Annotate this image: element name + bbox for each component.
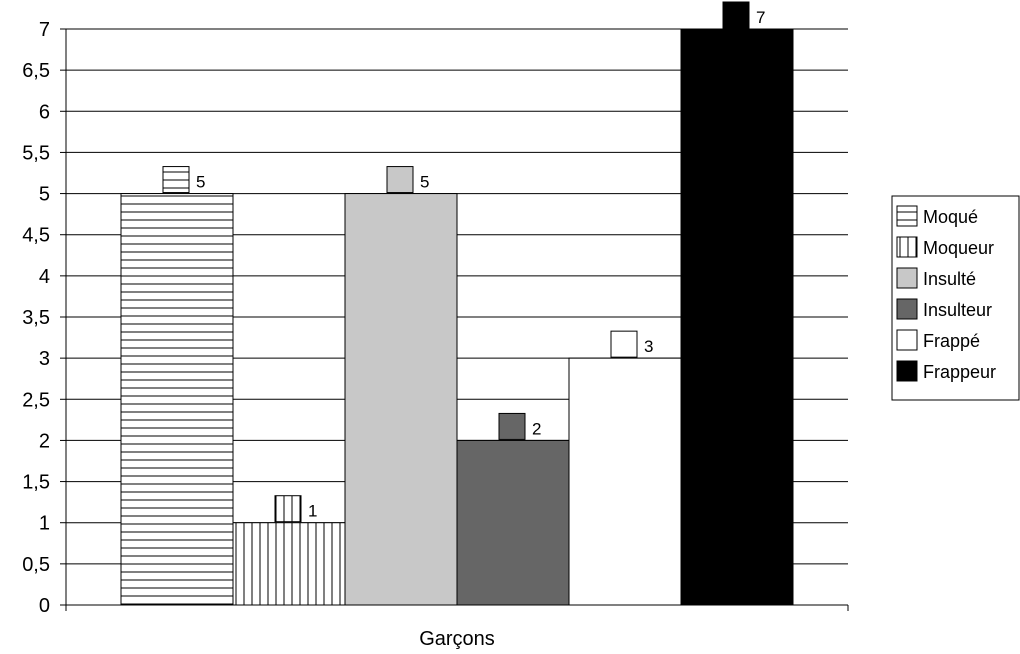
- data-label: 3: [644, 337, 653, 356]
- bar-2: [232, 522, 346, 606]
- data-label: 7: [756, 8, 765, 27]
- y-tick-label: 5,5: [22, 142, 50, 164]
- y-tick-label: 0,5: [22, 554, 50, 576]
- bar-1: [120, 193, 234, 606]
- bar-5: [568, 357, 682, 606]
- data-label: 5: [420, 173, 429, 192]
- data-labels: 5 1 5 2 3 7: [162, 1, 765, 523]
- data-label-key: [162, 166, 190, 194]
- y-tick-label: 3,5: [22, 307, 50, 329]
- legend-swatch: [896, 298, 918, 320]
- y-tick-label: 1: [39, 513, 50, 535]
- legend-swatch: [896, 360, 918, 382]
- data-label: 5: [196, 173, 205, 192]
- data-label-key: [274, 495, 302, 523]
- y-tick-label: 3: [39, 348, 50, 370]
- legend-entry: Insulteur: [923, 300, 992, 320]
- data-label: 2: [532, 419, 541, 438]
- data-label-key: [722, 1, 750, 29]
- data-label-key: [498, 412, 526, 440]
- legend-entry: Frappé: [923, 331, 980, 351]
- bar-4: [456, 439, 570, 606]
- legend-entry: Frappeur: [923, 362, 996, 382]
- data-label-key: [386, 166, 414, 194]
- legend-swatch: [896, 329, 918, 351]
- legend-swatch: [896, 205, 918, 227]
- y-tick-label: 4,5: [22, 225, 50, 247]
- y-tick-label: 4: [39, 266, 50, 288]
- bar-3: [344, 193, 458, 606]
- y-tick-label: 2: [39, 430, 50, 452]
- y-tick-label: 1,5: [22, 472, 50, 494]
- y-tick-label: 7: [39, 19, 50, 41]
- bar-6: [680, 28, 794, 606]
- category-label: Garçons: [419, 628, 495, 650]
- legend-entry: Insulté: [923, 269, 976, 289]
- y-tick-label: 6: [39, 101, 50, 123]
- legend-swatch: [896, 267, 918, 289]
- y-tick-label: 6,5: [22, 60, 50, 82]
- y-tick-label: 0: [39, 595, 50, 617]
- legend-swatch: [896, 236, 918, 258]
- legend-entry: Moqué: [923, 207, 978, 227]
- data-label-key: [610, 330, 638, 358]
- y-tick-label: 2,5: [22, 389, 50, 411]
- bars: [120, 28, 794, 606]
- legend: Moqué Moqueur Insulté Insulteur Frappé Frappe…: [891, 195, 1020, 401]
- legend-entry: Moqueur: [923, 238, 994, 258]
- y-tick-label: 5: [39, 184, 50, 206]
- data-label: 1: [308, 502, 317, 521]
